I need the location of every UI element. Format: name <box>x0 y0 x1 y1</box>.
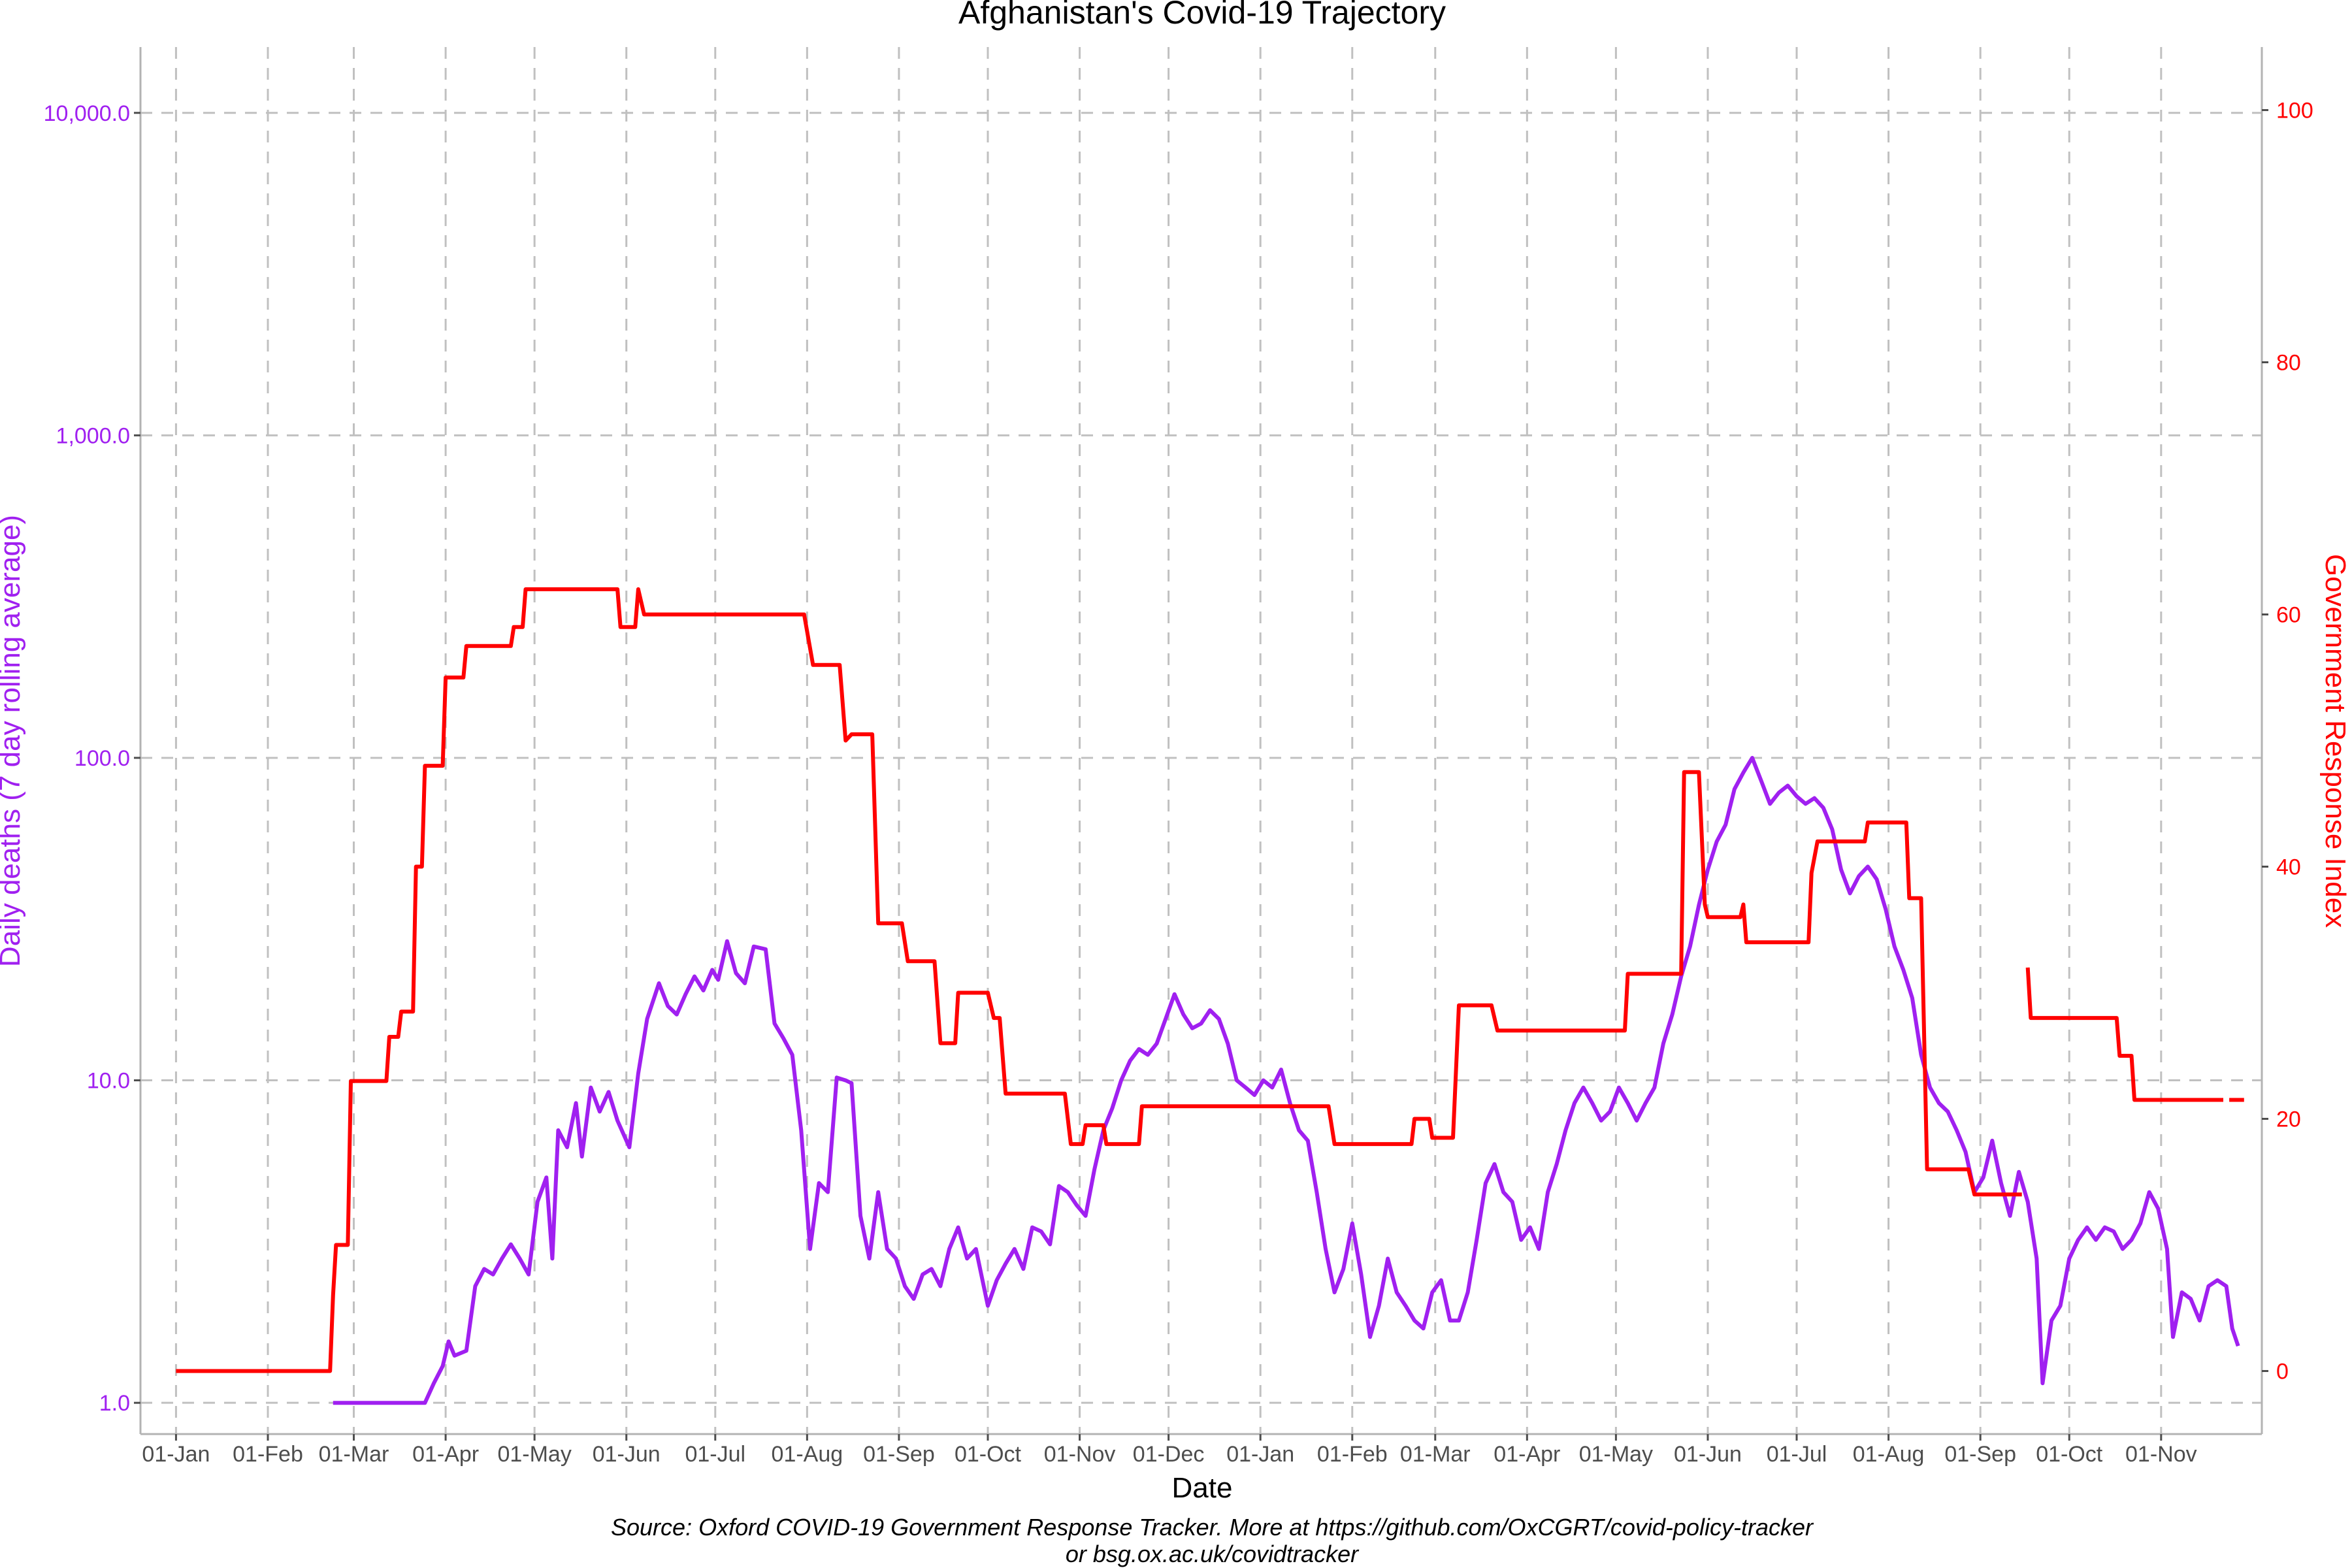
caption-line-1: Source: Oxford COVID-19 Government Respo… <box>611 1514 1814 1541</box>
x-tick-label: 01-Mar <box>1400 1442 1471 1467</box>
x-tick-label: 01-Nov <box>1044 1442 1116 1467</box>
x-tick-label: 01-Jan <box>142 1442 210 1467</box>
y-right-tick-label: 80 <box>2276 351 2301 376</box>
chart-title: Afghanistan's Covid-19 Trajectory <box>958 0 1446 31</box>
axes: 01-Jan 01-Feb 01-Mar 01-Apr 01-May 01-Jun 01-J… <box>44 47 2313 1467</box>
x-tick-label: 01-Jul <box>1767 1442 1827 1467</box>
y-left-tick-label: 100.0 <box>74 746 130 771</box>
x-tick-label: 01-Feb <box>1317 1442 1388 1467</box>
x-tick-label: 01-Oct <box>955 1442 1022 1467</box>
y-axis-right-label: Government Response Index <box>2319 554 2351 928</box>
x-tick-label: 01-Aug <box>1853 1442 1925 1467</box>
x-tick-label: 01-May <box>1579 1442 1653 1467</box>
x-tick-label: 01-Apr <box>412 1442 479 1467</box>
x-tick-label: 01-Nov <box>2125 1442 2197 1467</box>
y-right-tick-label: 0 <box>2276 1360 2289 1384</box>
y-right-tick-label: 100 <box>2276 99 2313 123</box>
x-tick-label: 01-Dec <box>1133 1442 1205 1467</box>
y-left-tick-label: 1,000.0 <box>56 423 130 448</box>
y-axis-left-label: Daily deaths (7 day rolling average) <box>0 515 26 967</box>
x-tick-label: 01-Sep <box>863 1442 935 1467</box>
x-axis-label: Date <box>1172 1472 1233 1504</box>
x-tick-label: 01-May <box>497 1442 571 1467</box>
x-tick-label: 01-Aug <box>772 1442 843 1467</box>
x-tick-label: 01-Jun <box>593 1442 661 1467</box>
x-tick-label: 01-Oct <box>2036 1442 2103 1467</box>
y-left-tick-label: 10,000.0 <box>44 101 130 126</box>
x-tick-label: 01-Jan <box>1226 1442 1294 1467</box>
y-left-tick-label: 1.0 <box>99 1391 130 1416</box>
x-tick-label: 01-Sep <box>1944 1442 2016 1467</box>
y-right-tick-label: 60 <box>2276 603 2301 628</box>
x-tick-label: 01-Feb <box>233 1442 303 1467</box>
series-daily-deaths-line <box>333 756 2240 1405</box>
x-tick-label: 01-Jul <box>685 1442 745 1467</box>
x-tick-label: 01-Mar <box>319 1442 389 1467</box>
grid <box>140 47 2262 1434</box>
series-response-index-line <box>176 587 2022 1373</box>
caption-line-2: or bsg.ox.ac.uk/covidtracker <box>1066 1541 1360 1567</box>
y-right-tick-label: 40 <box>2276 855 2301 880</box>
y-left-tick-label: 10.0 <box>87 1069 130 1094</box>
x-tick-label: 01-Jun <box>1674 1442 1742 1467</box>
y-right-tick-label: 20 <box>2276 1107 2301 1132</box>
series <box>176 587 2244 1405</box>
x-tick-label: 01-Apr <box>1494 1442 1560 1467</box>
series-response-index-line <box>2025 967 2223 1102</box>
